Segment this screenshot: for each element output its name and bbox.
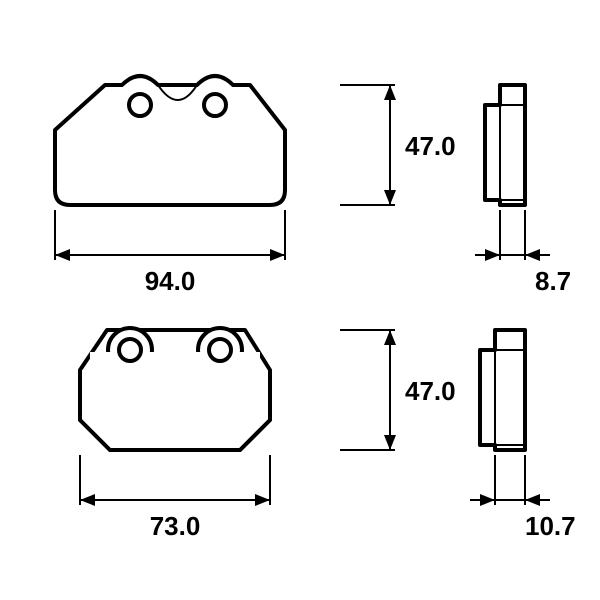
bottom-part-front (80, 328, 270, 450)
dim-top-height-label: 47.0 (405, 131, 456, 161)
dim-top-thickness-label: 8.7 (535, 266, 571, 296)
dim-bottom-height-label: 47.0 (405, 376, 456, 406)
dim-top-thickness: 8.7 (475, 210, 571, 296)
dim-bottom-width: 73.0 (80, 455, 270, 541)
top-part-front (55, 76, 285, 205)
dim-top-width: 94.0 (55, 210, 285, 296)
dim-top-width-label: 94.0 (145, 266, 196, 296)
technical-drawing: 94.0 47.0 8.7 (0, 0, 600, 600)
dim-bottom-width-label: 73.0 (150, 511, 201, 541)
dim-top-height: 47.0 (340, 85, 456, 205)
dim-bottom-thickness: 10.7 (470, 455, 576, 541)
dim-bottom-height: 47.0 (340, 330, 456, 450)
top-part-profile (485, 85, 525, 205)
dim-bottom-thickness-label: 10.7 (525, 511, 576, 541)
bottom-part-profile (480, 330, 525, 450)
